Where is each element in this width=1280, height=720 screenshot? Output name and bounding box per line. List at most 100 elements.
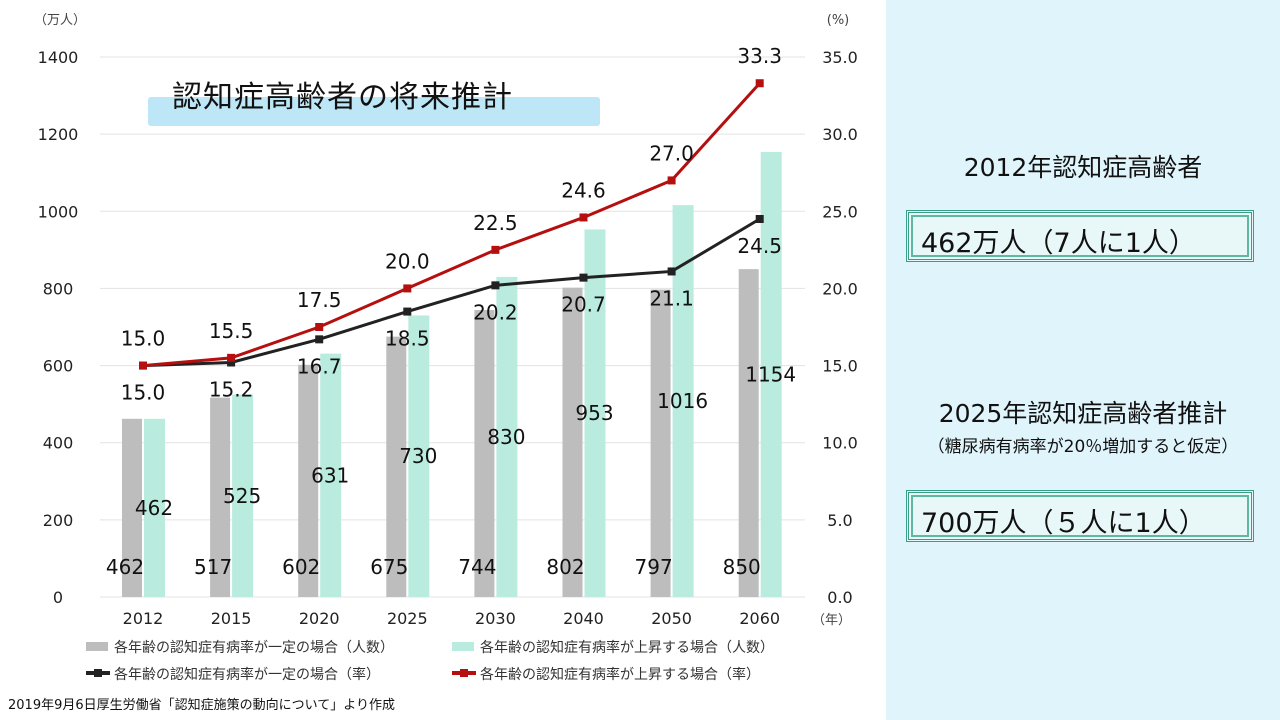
legend-label: 各年齢の認知症有病率が一定の場合（人数） (114, 639, 394, 656)
right-tick-label: 15.0 (822, 357, 858, 376)
left-tick-label: 1400 (38, 48, 79, 67)
legend-marker (94, 669, 102, 677)
marker-constant-rate (227, 358, 236, 367)
bar-rising-label: 462 (135, 496, 173, 520)
bar-rising-label: 1154 (745, 362, 796, 386)
right-tick-label: 5.0 (827, 511, 852, 530)
bar-rising (496, 276, 518, 597)
left-tick-label: 400 (43, 434, 74, 453)
bar-constant (386, 336, 407, 597)
chart-title: 認知症高齢者の将来推計 (172, 80, 513, 115)
x-axis-unit: （年） (812, 613, 851, 628)
summary-panel: 2012年認知症高齢者 462万人（7人に1人） 2025年認知症高齢者推計 （… (886, 0, 1280, 720)
rising-rate-label: 33.3 (737, 44, 782, 68)
marker-rising-rate (139, 361, 147, 370)
bar-constant-label: 462 (106, 555, 144, 579)
right-tick-label: 0.0 (827, 588, 852, 607)
source-note: 2019年9月6日厚生労働省「認知症施策の動向について」より作成 (8, 698, 395, 713)
marker-constant-rate (755, 215, 764, 223)
constant-rate-label: 21.1 (649, 286, 694, 310)
bar-constant-label: 850 (723, 555, 761, 579)
bar-rising (144, 418, 165, 597)
right-tick-label: 30.0 (822, 125, 858, 144)
marker-constant-rate (403, 307, 412, 316)
marker-constant-rate (667, 267, 676, 276)
summary-2012-heading: 2012年認知症高齢者 (963, 153, 1203, 182)
bar-rising-label: 953 (575, 401, 613, 425)
constant-rate-label: 18.5 (385, 327, 430, 351)
constant-rate-label: 16.7 (297, 354, 342, 378)
rising-rate-label: 17.5 (297, 288, 342, 312)
bar-rising-label: 830 (487, 425, 525, 449)
bar-constant (298, 364, 319, 597)
bar-constant-label: 517 (194, 555, 232, 579)
x-tick-label: 2040 (563, 609, 604, 628)
line-rising-rate (142, 82, 761, 368)
summary-2012-box: 462万人（7人に1人） (906, 210, 1254, 262)
constant-rate-label: 20.2 (473, 300, 518, 324)
bar-constant-label: 675 (370, 555, 408, 579)
left-tick-label: 1000 (38, 202, 79, 221)
x-tick-label: 2030 (475, 609, 516, 628)
title-highlight (148, 97, 600, 126)
constant-rate-label: 24.5 (737, 234, 782, 258)
bar-constant (474, 310, 495, 597)
left-tick-label: 800 (43, 279, 74, 298)
marker-rising-rate (315, 323, 324, 331)
marker-rising-rate (491, 245, 500, 254)
bar-rising (320, 353, 342, 597)
constant-rate-label: 15.0 (121, 381, 166, 405)
right-tick-label: 35.0 (822, 48, 858, 67)
summary-2025-heading: 2025年認知症高齢者推計 (938, 399, 1228, 428)
bar-constant (122, 418, 142, 597)
right-tick-label: 20.0 (822, 279, 858, 298)
bar-rising-label: 525 (223, 484, 261, 508)
legend-marker (460, 669, 468, 677)
marker-constant-rate (579, 273, 588, 282)
marker-rising-rate (667, 176, 676, 185)
x-tick-label: 2015 (211, 609, 252, 628)
left-tick-label: 200 (43, 511, 74, 530)
bar-constant-label: 744 (458, 555, 496, 579)
marker-rising-rate (227, 353, 236, 362)
bar-rising-label: 1016 (657, 389, 708, 413)
constant-rate-label: 20.7 (561, 293, 606, 317)
legend-swatch (452, 642, 474, 651)
marker-constant-rate (315, 335, 324, 344)
x-tick-label: 2050 (651, 609, 692, 628)
bar-rising (672, 205, 694, 597)
rising-rate-label: 20.0 (385, 249, 430, 273)
legend-label: 各年齢の認知症有病率が上昇する場合（人数） (480, 639, 774, 656)
marker-rising-rate (403, 284, 412, 293)
x-tick-label: 2012 (123, 609, 164, 628)
bar-constant (738, 269, 759, 597)
bar-constant-label: 602 (282, 555, 320, 579)
legend-label: 各年齢の認知症有病率が一定の場合（率） (114, 666, 380, 683)
bar-rising (584, 229, 606, 597)
bar-constant (210, 397, 231, 597)
chart: 0 200 400 600 800 1000 1200 1400 0.0 5.0 10.0 15.0 2… (34, 13, 858, 683)
bar-rising-label: 631 (311, 463, 349, 487)
legend-swatch (86, 642, 108, 651)
summary-2025-note: （糖尿病有病率が20％増加すると仮定） (927, 437, 1239, 457)
right-tick-label: 25.0 (822, 202, 858, 221)
bar-constant (562, 287, 583, 597)
legend-label: 各年齢の認知症有病率が上昇する場合（率） (480, 666, 760, 683)
x-tick-label: 2025 (387, 609, 428, 628)
marker-rising-rate (755, 79, 764, 88)
marker-rising-rate (579, 213, 588, 222)
bar-rising (760, 151, 782, 597)
summary-2025-box: 700万人（５人に1人） (906, 490, 1254, 542)
left-axis-unit: （万人） (34, 13, 86, 28)
line-constant-rate (142, 217, 761, 368)
bar-rising (232, 394, 254, 597)
rising-rate-label: 22.5 (473, 211, 518, 235)
left-tick-label: 0 (53, 588, 63, 607)
right-tick-label: 10.0 (822, 434, 858, 453)
rising-rate-label: 24.6 (561, 178, 606, 202)
x-tick-label: 2020 (299, 609, 340, 628)
bar-constant-label: 802 (546, 555, 584, 579)
bar-rising (408, 315, 430, 597)
rising-rate-label: 15.5 (209, 319, 254, 343)
bar-rising-label: 730 (399, 444, 437, 468)
